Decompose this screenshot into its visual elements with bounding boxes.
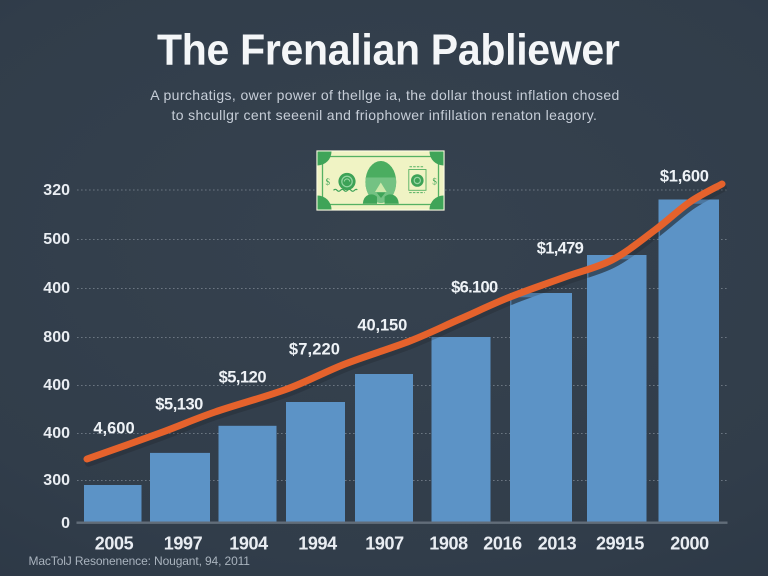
svg-text:$: $	[432, 177, 437, 187]
svg-text:$: $	[326, 177, 331, 187]
